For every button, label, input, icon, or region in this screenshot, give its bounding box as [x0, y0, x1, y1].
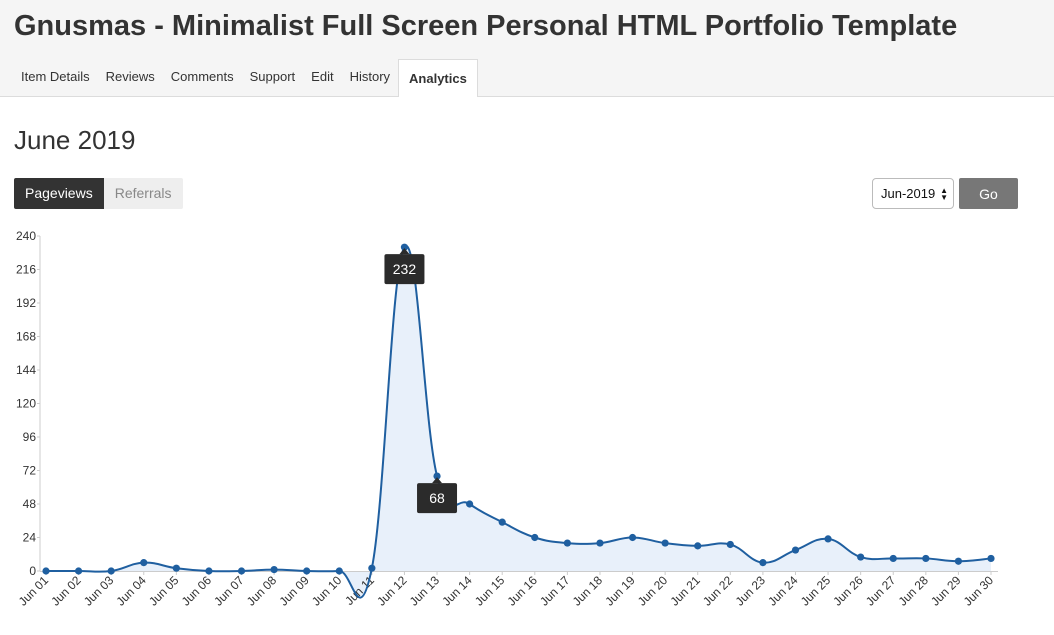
- tab-history[interactable]: History: [349, 69, 391, 84]
- page-title: Gnusmas - Minimalist Full Screen Persona…: [14, 10, 958, 42]
- y-tick-label: 144: [16, 363, 36, 377]
- tooltip-label: 232: [393, 261, 417, 277]
- x-tick-label: Jun 19: [602, 573, 638, 609]
- y-tick-label: 72: [23, 464, 37, 478]
- tab-analytics[interactable]: Analytics: [398, 59, 478, 97]
- data-point[interactable]: [661, 539, 669, 547]
- tab-item-details[interactable]: Item Details: [21, 69, 90, 84]
- y-tick-label: 0: [29, 564, 36, 578]
- x-tick-label: Jun 28: [896, 573, 932, 609]
- data-point[interactable]: [987, 554, 995, 563]
- tooltip-pointer: [399, 248, 410, 255]
- x-tick-label: Jun 14: [439, 573, 475, 609]
- x-tick-label: Jun 20: [635, 573, 671, 609]
- data-point[interactable]: [140, 559, 148, 567]
- data-point[interactable]: [726, 540, 734, 549]
- tab-reviews[interactable]: Reviews: [105, 69, 155, 84]
- go-button[interactable]: Go: [959, 178, 1018, 209]
- x-tick-label: Jun 26: [830, 573, 866, 609]
- data-point[interactable]: [954, 557, 963, 565]
- x-tick-label: Jun 02: [48, 573, 84, 609]
- tooltip-pointer: [432, 477, 443, 484]
- data-point[interactable]: [172, 564, 180, 572]
- data-point[interactable]: [368, 564, 376, 572]
- data-point[interactable]: [433, 472, 441, 480]
- y-tick-label: 168: [16, 330, 36, 344]
- y-tick-label: 96: [23, 430, 37, 444]
- data-point[interactable]: [466, 500, 474, 508]
- data-point[interactable]: [824, 535, 832, 543]
- y-tick-label: 216: [16, 263, 36, 277]
- tab-support[interactable]: Support: [249, 69, 296, 84]
- x-tick-label: Jun 05: [146, 573, 182, 609]
- metric-toggle: Pageviews Referrals: [14, 178, 183, 209]
- item-header: Gnusmas - Minimalist Full Screen Persona…: [0, 0, 1054, 97]
- data-point[interactable]: [270, 566, 278, 574]
- data-point[interactable]: [303, 567, 311, 575]
- data-point[interactable]: [759, 559, 767, 567]
- data-point[interactable]: [400, 243, 409, 251]
- x-tick-label: Jun 15: [472, 573, 508, 609]
- pageviews-button[interactable]: Pageviews: [14, 178, 104, 209]
- x-tick-label: Jun 21: [667, 573, 703, 609]
- x-tick-label: Jun 16: [505, 573, 541, 609]
- tab-edit[interactable]: Edit: [311, 69, 334, 84]
- x-tick-label: Jun 09: [276, 573, 312, 609]
- x-tick-label: Jun 10: [309, 573, 345, 609]
- data-point[interactable]: [922, 554, 930, 563]
- tab-comments[interactable]: Comments: [170, 69, 234, 84]
- tooltip-box: [417, 483, 458, 514]
- select-arrows-icon: ▲ ▼: [940, 186, 948, 202]
- data-point[interactable]: [563, 539, 571, 547]
- y-tick-label: 24: [23, 531, 37, 545]
- x-tick-label: Jun 27: [863, 573, 899, 609]
- x-tick-label: Jun 03: [81, 573, 117, 609]
- referrals-button[interactable]: Referrals: [103, 178, 183, 209]
- x-tick-label: Jun 22: [700, 573, 736, 609]
- data-point[interactable]: [628, 533, 637, 542]
- data-point[interactable]: [889, 554, 897, 563]
- y-tick-label: 48: [23, 497, 37, 511]
- data-point[interactable]: [596, 539, 604, 547]
- data-point[interactable]: [857, 553, 865, 561]
- x-tick-label: Jun 04: [114, 573, 150, 609]
- data-point[interactable]: [498, 518, 506, 526]
- x-tick-label: Jun 06: [179, 573, 215, 609]
- x-tick-label: Jun 01: [16, 573, 52, 609]
- x-tick-label: Jun 12: [374, 573, 410, 609]
- data-point[interactable]: [335, 567, 343, 575]
- y-tick-label: 192: [16, 296, 36, 310]
- x-tick-label: Jun 29: [928, 573, 964, 609]
- y-tick-label: 240: [16, 229, 36, 243]
- data-point[interactable]: [205, 567, 213, 575]
- data-point[interactable]: [791, 546, 800, 554]
- area-fill: [46, 245, 991, 598]
- month-select-value: Jun-2019: [881, 186, 936, 201]
- data-point[interactable]: [237, 567, 246, 575]
- x-tick-label: Jun 23: [733, 573, 769, 609]
- data-point[interactable]: [74, 567, 83, 575]
- y-tick-label: 120: [16, 397, 36, 411]
- x-tick-label: Jun 07: [211, 573, 247, 609]
- data-point[interactable]: [107, 567, 115, 575]
- x-tick-label: Jun 24: [765, 573, 801, 609]
- x-tick-label: Jun 17: [537, 573, 573, 609]
- data-point[interactable]: [694, 542, 702, 550]
- x-tick-label: Jun 25: [798, 573, 834, 609]
- tooltip-label: 68: [429, 490, 445, 506]
- tooltip-box: [384, 254, 425, 285]
- x-tick-label: Jun 13: [407, 573, 443, 609]
- data-point[interactable]: [42, 567, 50, 575]
- data-point[interactable]: [531, 533, 539, 542]
- month-select[interactable]: Jun-2019 ▲ ▼: [872, 178, 954, 209]
- month-title: June 2019: [14, 125, 136, 155]
- x-tick-label: Jun 18: [570, 573, 606, 609]
- x-tick-label: Jun 30: [961, 573, 997, 609]
- x-tick-label: Jun 08: [244, 573, 280, 609]
- tab-bar: Item Details Reviews Comments Support Ed…: [13, 59, 478, 97]
